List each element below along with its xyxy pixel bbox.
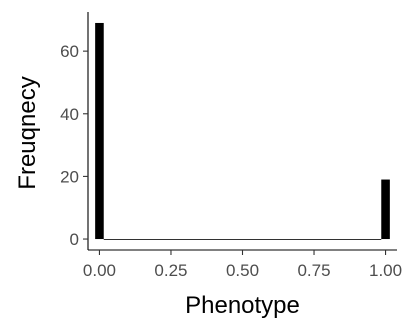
x-tick-label-1: 0.25: [154, 261, 187, 280]
x-tick-label-2: 0.50: [226, 261, 259, 280]
histogram-bar-1: [103, 239, 382, 240]
y-tick-label-1: 20: [60, 167, 79, 186]
y-tick-label-0: 0: [70, 230, 79, 249]
y-ticks: 0 20 40 60: [60, 42, 88, 249]
histogram-bar-0: [95, 22, 104, 240]
y-tick-label-2: 40: [60, 105, 79, 124]
histogram-bar-2: [381, 179, 390, 240]
y-tick-label-3: 60: [60, 42, 79, 61]
axis-layer: [87, 12, 397, 251]
x-tick-label-0: 0.00: [83, 261, 116, 280]
y-axis-title: Freuqnecy: [14, 76, 41, 189]
bars-layer: [95, 22, 390, 240]
x-axis-title: Phenotype: [185, 292, 300, 319]
x-tick-label-4: 1.00: [369, 261, 402, 280]
x-tick-label-3: 0.75: [297, 261, 330, 280]
x-ticks: 0.00 0.25 0.50 0.75 1.00: [83, 250, 402, 280]
